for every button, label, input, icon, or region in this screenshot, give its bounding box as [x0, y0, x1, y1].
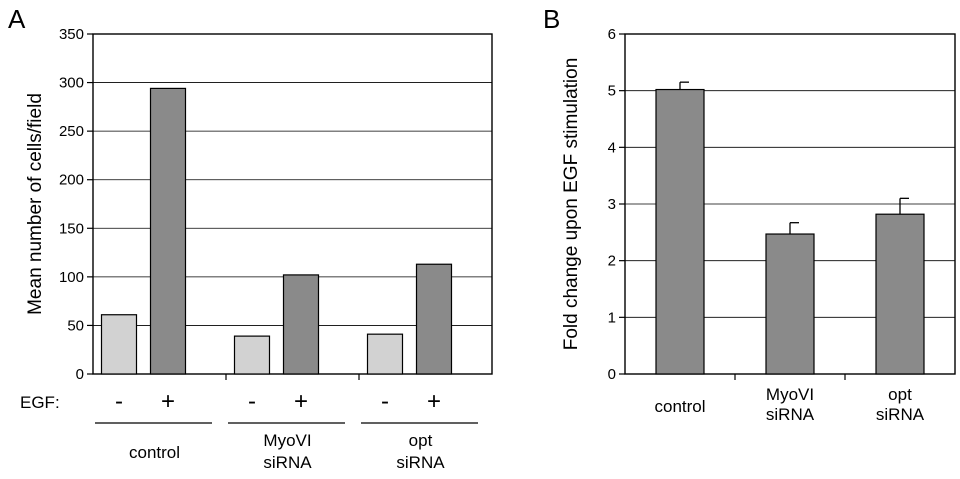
y-tick-label: 3: [608, 196, 616, 213]
y-tick-label: 200: [59, 172, 84, 189]
y-tick-label: 2: [608, 253, 616, 270]
y-tick-label: 350: [59, 26, 84, 43]
panel-b-letter: B: [543, 4, 560, 34]
group-label: MyoVI: [263, 431, 311, 450]
egf-condition-label: -: [248, 388, 256, 415]
y-tick-label: 4: [608, 139, 616, 156]
y-axis-title: Fold change upon EGF stimulation: [561, 58, 582, 351]
y-tick-label: 250: [59, 123, 84, 140]
egf-condition-label: -: [381, 388, 389, 415]
x-tick-label: siRNA: [766, 405, 815, 424]
group-label: control: [129, 443, 180, 462]
y-tick-label: 300: [59, 75, 84, 92]
bar-minus-egf: [233, 335, 271, 375]
egf-condition-label: -: [115, 388, 123, 415]
group-label: opt: [409, 431, 433, 450]
egf-condition-label: +: [427, 388, 441, 415]
bar: [765, 233, 815, 375]
y-tick-label: 5: [608, 83, 616, 100]
y-tick-label: 50: [67, 317, 84, 334]
bar-plus-egf: [282, 274, 320, 375]
x-tick-label: opt: [888, 385, 912, 404]
chart-b: 0 1 2 3 4 5 6 Fold change upon EGF stimulation c…: [561, 26, 956, 424]
y-tick-label: 0: [608, 366, 616, 383]
bar-plus-egf: [415, 263, 453, 375]
y-tick-label: 1: [608, 309, 616, 326]
x-tick-label: siRNA: [876, 405, 925, 424]
y-tick-label: 0: [76, 366, 84, 383]
y-tick-label: 100: [59, 269, 84, 286]
x-tick-label: control: [654, 397, 705, 416]
egf-label: EGF:: [20, 393, 60, 412]
group-label: siRNA: [396, 453, 445, 472]
x-tick-label: MyoVI: [766, 385, 814, 404]
chart-a: 0 50 100 150 200 250 300 350 Mean number of cell…: [25, 26, 493, 472]
panel-a-letter: A: [8, 4, 26, 34]
y-axis-title: Mean number of cells/field: [25, 93, 46, 315]
bar-minus-egf: [366, 333, 404, 375]
bar-minus-egf: [100, 314, 138, 375]
y-tick-label: 150: [59, 220, 84, 237]
bar: [875, 213, 925, 375]
group-label: siRNA: [263, 453, 312, 472]
egf-condition-label: +: [294, 388, 308, 415]
egf-condition-label: +: [161, 388, 175, 415]
y-tick-label: 6: [608, 26, 616, 43]
bar-plus-egf: [149, 87, 187, 375]
bar: [655, 88, 705, 375]
